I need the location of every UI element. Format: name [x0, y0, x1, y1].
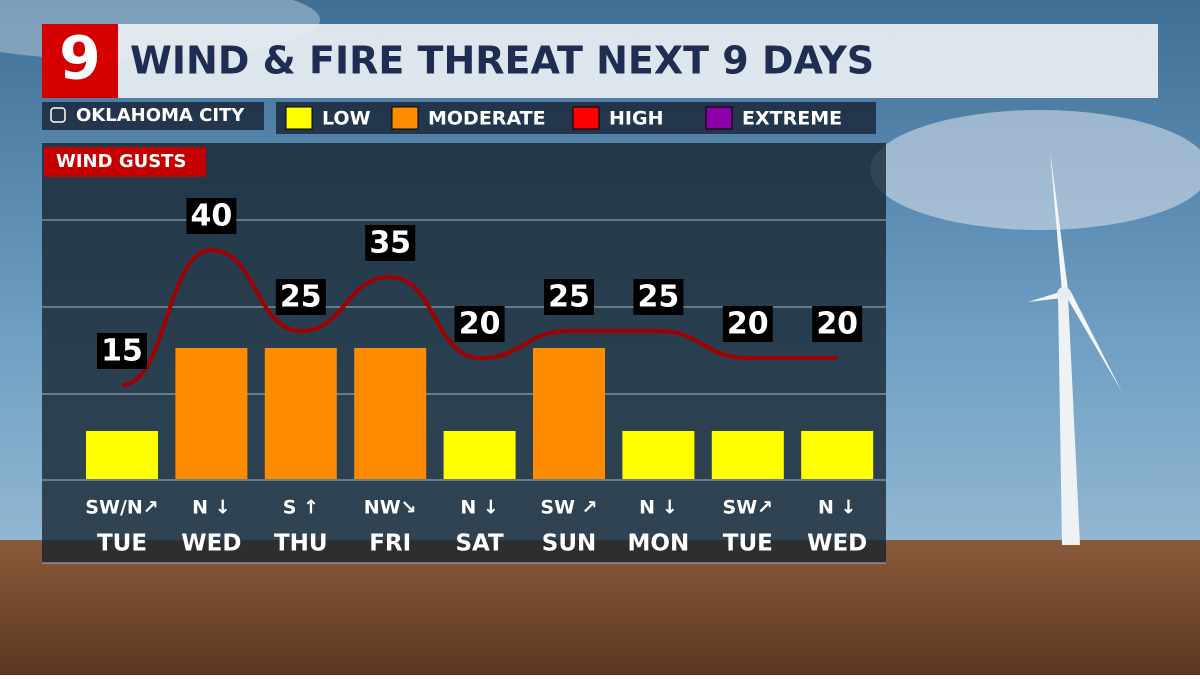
x-tick-label: TUE	[97, 531, 147, 557]
location-icon	[50, 107, 66, 123]
threat-bar	[443, 431, 516, 479]
value-label-box	[633, 279, 684, 315]
legend-swatch	[391, 106, 419, 130]
title: WIND & FIRE THREAT NEXT 9 DAYS	[130, 39, 874, 83]
threat-bar	[533, 348, 605, 479]
threat-bar	[622, 431, 695, 479]
value-label-box	[365, 225, 416, 261]
series-label-box	[44, 147, 206, 177]
wind-direction: SW ↗	[540, 497, 597, 519]
legend-swatch	[572, 106, 600, 130]
x-tick-label: SAT	[455, 531, 504, 557]
wind-direction: SW↗	[723, 497, 774, 519]
series-label: WIND GUSTS	[56, 151, 186, 172]
x-tick-label: THU	[274, 531, 328, 557]
x-tick-label: MON	[628, 531, 690, 557]
x-tick-label: WED	[181, 531, 241, 557]
value-label-box	[544, 279, 594, 315]
value-label: 20	[727, 307, 769, 342]
wind-direction: SW/N↗	[85, 497, 158, 519]
value-label: 20	[459, 307, 501, 342]
value-label: 25	[548, 280, 590, 315]
value-label-box	[97, 333, 147, 369]
wind-direction: N ↓	[818, 497, 856, 519]
wind-direction: N ↓	[192, 497, 230, 519]
value-label: 40	[191, 199, 233, 234]
wind-direction: S ↑	[283, 497, 319, 519]
value-label: 35	[369, 226, 411, 261]
legend-label: MODERATE	[428, 108, 546, 130]
x-tick-label: TUE	[723, 531, 773, 557]
location: OKLAHOMA CITY	[76, 105, 245, 126]
logo: 9	[59, 24, 101, 94]
wind-direction: NW↘	[364, 497, 417, 519]
wind-direction: N ↓	[460, 497, 498, 519]
threat-bar	[175, 348, 248, 479]
value-label-box	[722, 306, 773, 342]
threat-bar	[711, 431, 784, 479]
wind-turbine	[1028, 150, 1122, 545]
legend-swatch	[285, 106, 313, 130]
threat-bar	[801, 431, 874, 479]
location-box	[42, 102, 264, 130]
threat-bar	[86, 431, 158, 479]
x-tick-label: SUN	[542, 531, 597, 557]
legend-label: EXTREME	[742, 108, 842, 130]
title-bar	[42, 24, 1158, 98]
threat-bar	[264, 348, 337, 479]
gust-line	[121, 247, 838, 387]
legend-swatch	[705, 106, 733, 130]
value-label: 20	[816, 307, 858, 342]
x-tick-label: FRI	[369, 531, 411, 557]
cloud	[870, 110, 1200, 230]
value-label-box	[454, 306, 505, 342]
legend-label: LOW	[322, 108, 371, 130]
value-label: 15	[101, 334, 143, 369]
x-tick-label: WED	[807, 531, 867, 557]
legend-label: HIGH	[609, 108, 663, 130]
threat-bar	[354, 348, 427, 479]
value-label: 25	[280, 280, 322, 315]
value-label-box	[812, 306, 863, 342]
value-label-box	[275, 279, 326, 315]
value-label-box	[186, 198, 237, 234]
wind-direction: N ↓	[639, 497, 677, 519]
logo-box	[42, 24, 118, 98]
value-label: 25	[638, 280, 680, 315]
